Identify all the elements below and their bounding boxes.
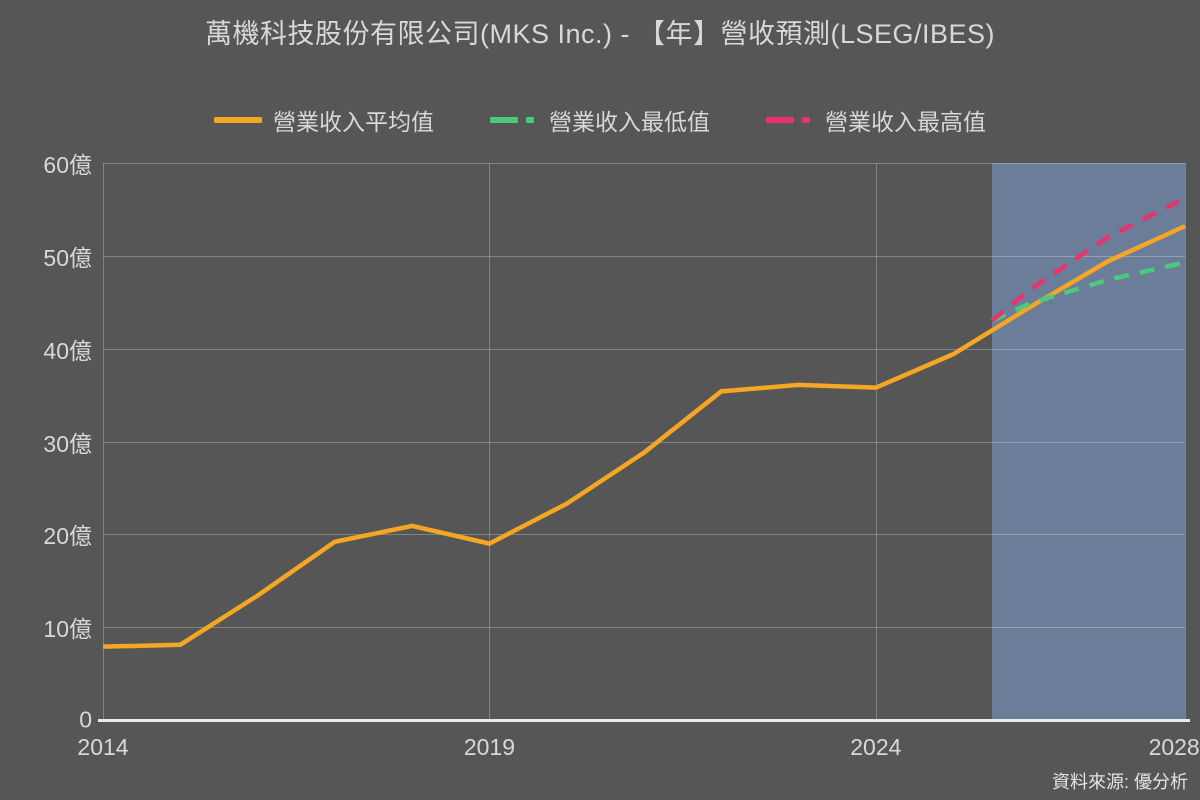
y-axis-tick-label: 20億 <box>43 523 92 550</box>
legend-item-high[interactable]: 營業收入最高值 <box>766 103 986 137</box>
y-axis-tick-label: 60億 <box>43 152 92 178</box>
x-axis-tick-label: 2024 <box>850 734 902 760</box>
legend-label-low: 營業收入最低值 <box>549 109 710 135</box>
y-axis-tick-label: 10億 <box>43 616 92 643</box>
legend-item-mean[interactable]: 營業收入平均值 <box>214 103 434 137</box>
gridline-vertical <box>1185 163 1186 720</box>
series-line-low <box>990 260 1186 323</box>
y-axis-tick-label: 40億 <box>43 337 92 364</box>
gridline-horizontal <box>103 627 1185 629</box>
page-title: 萬機科技股份有限公司(MKS Inc.) - 【年】營收預測(LSEG/IBES… <box>204 19 996 49</box>
dashed-line-swatch-icon-low <box>490 117 538 123</box>
chart-legend: 營業收入平均值 營業收入最低值 營業收入最高值 <box>0 103 1200 137</box>
gridline-vertical <box>103 163 104 720</box>
legend-label-high: 營業收入最高值 <box>825 109 986 135</box>
legend-item-low[interactable]: 營業收入最低值 <box>490 103 710 137</box>
gridline-horizontal <box>103 163 1185 164</box>
gridline-horizontal <box>103 441 1185 443</box>
y-axis-tick-label: 30億 <box>43 430 92 457</box>
gridline-vertical <box>875 163 877 720</box>
gridline-horizontal <box>103 534 1185 536</box>
x-axis-tick-label: 2014 <box>77 734 129 760</box>
gridline-vertical <box>489 163 491 720</box>
forecast-region <box>991 163 1185 720</box>
legend-label-mean: 營業收入平均值 <box>273 109 434 135</box>
line-swatch-icon <box>214 117 262 123</box>
series-line-mean <box>102 224 1186 649</box>
gridline-horizontal <box>103 348 1185 350</box>
series-layer <box>102 196 1187 649</box>
x-axis-tick-label: 2019 <box>463 734 516 760</box>
dashed-line-swatch-icon-high <box>766 117 814 123</box>
y-axis-tick-label: 0 <box>79 706 92 733</box>
x-axis-tick-label: 2028(f) <box>1148 734 1200 760</box>
gridline-horizontal <box>103 255 1185 257</box>
source-note: 資料來源: 優分析 <box>1051 772 1188 792</box>
series-line-high <box>990 196 1187 323</box>
x-axis-line <box>98 719 1190 722</box>
plot-area <box>102 163 1187 720</box>
y-axis-tick-label: 50億 <box>43 244 92 271</box>
